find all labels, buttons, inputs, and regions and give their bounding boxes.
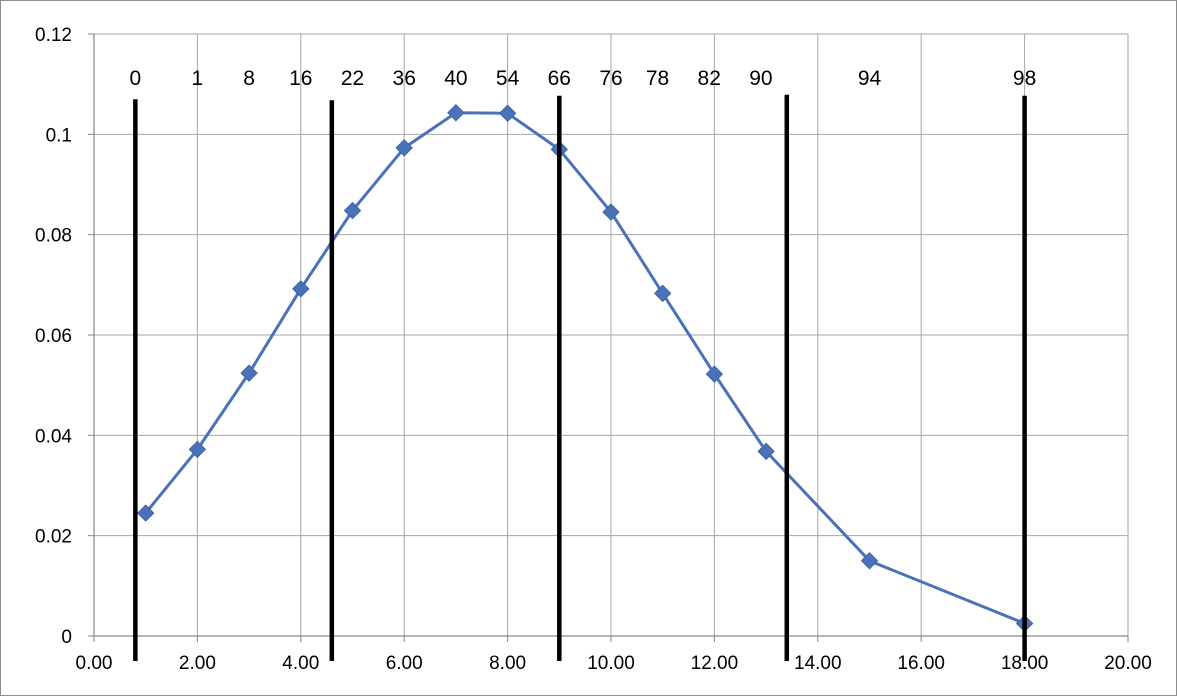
x-tick-label: 16.00	[897, 653, 945, 674]
y-tick-label: 0.12	[35, 25, 72, 46]
gridlines	[94, 33, 1129, 636]
data-point	[447, 104, 465, 122]
annotation-label: 66	[548, 67, 571, 90]
y-tick-labels: 0 0.02 0.04 0.06 0.08 0.1 0.12	[35, 25, 72, 648]
annotation-label: 0	[130, 67, 142, 90]
x-tick-label: 10.00	[587, 653, 635, 674]
annotation-labels: 0 1 8 16 22 36 40 54 66 76 78 82 90 94 98	[130, 67, 1037, 90]
x-tick-label: 8.00	[489, 653, 526, 674]
data-point	[188, 440, 207, 459]
annotation-label: 36	[393, 67, 416, 90]
data-series	[136, 104, 1034, 633]
x-tick-labels: 0.00 2.00 4.00 6.00 8.00 10.00 12.00 14.00 16.00…	[76, 653, 1152, 674]
data-point	[498, 104, 517, 122]
axes	[88, 33, 1129, 642]
data-point	[343, 201, 362, 220]
vertical-markers	[133, 94, 1027, 661]
y-tick-label: 0	[61, 627, 72, 648]
x-tick-label: 18.00	[1001, 653, 1049, 674]
x-tick-label: 4.00	[282, 653, 319, 674]
data-point	[653, 284, 672, 303]
y-tick-label: 0.04	[35, 426, 72, 447]
annotation-label: 76	[599, 67, 622, 90]
annotation-label: 8	[243, 67, 255, 90]
annotation-label: 94	[858, 67, 882, 90]
y-tick-label: 0.02	[35, 527, 72, 548]
annotation-label: 90	[749, 67, 772, 90]
y-tick-label: 0.1	[46, 125, 72, 146]
y-tick-label: 0.06	[35, 326, 72, 347]
annotation-label: 54	[496, 67, 520, 90]
data-point	[136, 504, 155, 522]
annotation-label: 40	[444, 67, 467, 90]
data-point	[240, 364, 258, 382]
x-tick-label: 0.00	[76, 653, 113, 674]
y-tick-label: 0.08	[35, 226, 72, 247]
x-tick-label: 6.00	[386, 653, 423, 674]
data-point	[602, 203, 620, 221]
series-line	[144, 111, 1026, 625]
annotation-label: 78	[646, 67, 669, 90]
annotation-label: 22	[341, 67, 364, 90]
annotation-label: 98	[1013, 67, 1036, 90]
data-point	[705, 365, 724, 383]
data-point	[292, 280, 310, 298]
data-point	[860, 552, 879, 570]
annotation-label: 82	[698, 67, 721, 90]
x-tick-label: 2.00	[179, 653, 216, 674]
x-tick-label: 14.00	[794, 653, 842, 674]
annotation-label: 1	[192, 67, 204, 90]
data-point	[757, 442, 775, 461]
annotation-label: 16	[289, 67, 312, 90]
x-tick-label: 12.00	[691, 653, 739, 674]
data-point	[395, 139, 413, 157]
x-tick-label: 20.00	[1104, 653, 1152, 674]
